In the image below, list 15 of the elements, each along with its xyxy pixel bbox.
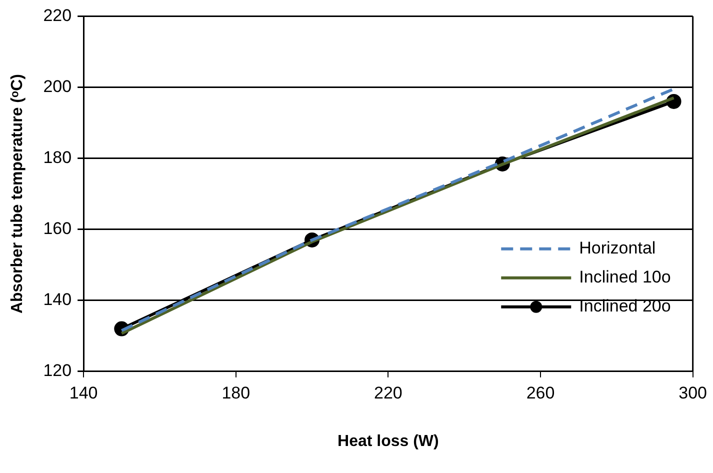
x-tick-label: 180 — [222, 383, 250, 402]
y-tick-label: 220 — [43, 6, 72, 25]
y-tick-label: 140 — [43, 290, 72, 310]
x-tick-label: 220 — [374, 383, 402, 402]
x-tick-label: 140 — [69, 383, 98, 402]
y-axis-title: Absorber tube temperature (ᵒC) — [9, 74, 26, 314]
y-tick-label: 200 — [43, 76, 72, 96]
legend-label: Inclined 10o — [579, 268, 671, 287]
y-tick-label: 120 — [43, 361, 72, 380]
y-tick-label: 160 — [43, 219, 72, 238]
x-tick-label: 260 — [526, 383, 555, 402]
x-tick-label: 300 — [678, 383, 708, 402]
x-axis-title: Heat loss (W) — [338, 432, 439, 450]
y-tick-label: 180 — [43, 148, 72, 167]
legend-label: Horizontal — [579, 238, 656, 258]
